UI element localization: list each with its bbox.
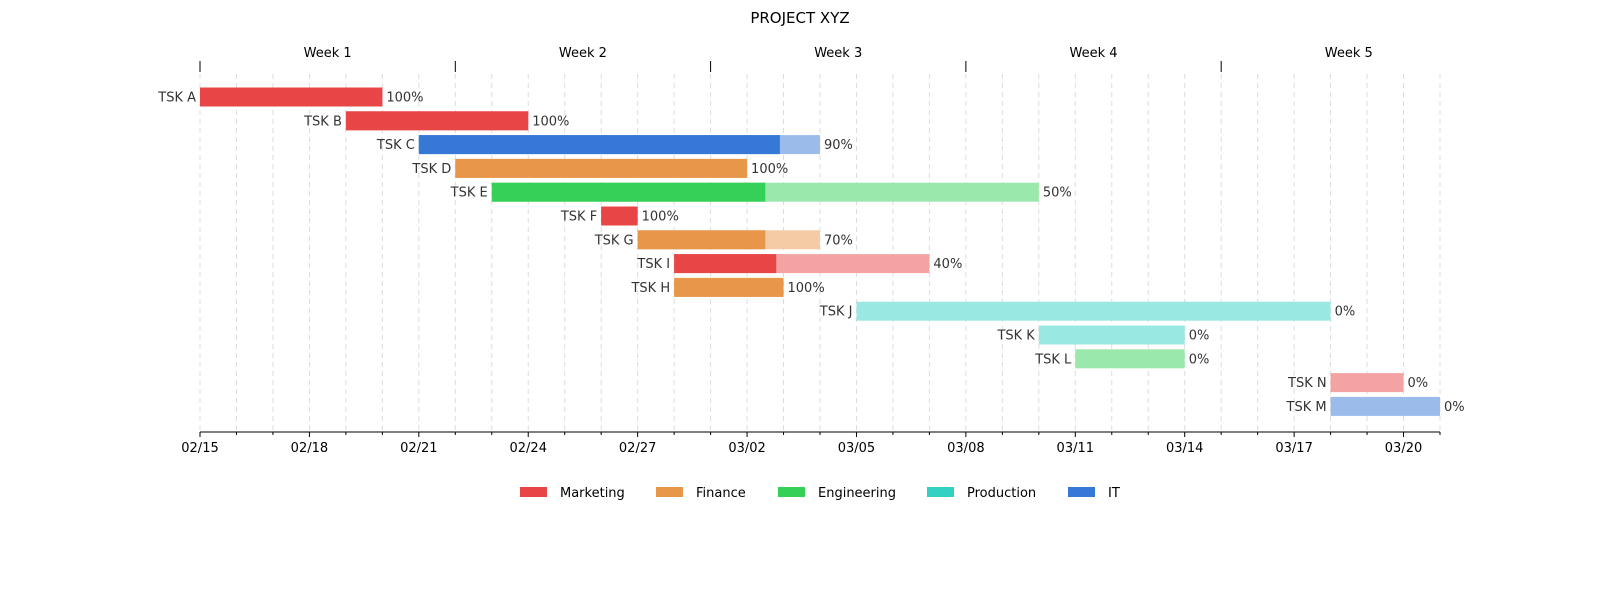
task-row: TSK K 0% (996, 325, 1210, 345)
task-bar-completed (200, 87, 383, 107)
legend-item: Engineering (778, 486, 896, 501)
x-tick-label: 03/08 (947, 441, 984, 456)
task-name-label: TSK N (1287, 376, 1327, 391)
legend-label: Marketing (560, 486, 625, 501)
task-bar-completed (674, 254, 777, 274)
task-bar-completed (674, 277, 784, 297)
week-label: Week 3 (814, 46, 862, 61)
task-row: TSK L 0% (1034, 349, 1210, 369)
task-name-label: TSK A (157, 91, 196, 106)
task-row: TSK M 0% (1286, 396, 1465, 416)
x-tick-label: 02/24 (510, 441, 547, 456)
task-bar-completed (601, 206, 638, 226)
x-tick-label: 03/20 (1385, 441, 1422, 456)
task-row: TSK B 100% (303, 111, 569, 131)
task-name-label: TSK J (819, 305, 853, 320)
task-bar-remaining (1330, 396, 1440, 416)
legend-item: Marketing (520, 486, 625, 501)
x-tick-label: 03/02 (728, 441, 765, 456)
legend-swatch (778, 487, 805, 497)
task-name-label: TSK B (303, 114, 342, 129)
week-label: Week 2 (559, 46, 607, 61)
task-completion-label: 100% (751, 162, 788, 177)
legend-swatch (520, 487, 547, 497)
task-name-label: TSK C (376, 138, 415, 153)
task-name-label: TSK H (630, 281, 670, 296)
task-bar-completed (491, 182, 766, 202)
date-axis: 02/15 02/18 02/21 02/24 02/27 03/02 03/05 03/08… (181, 431, 1441, 456)
task-name-label: TSK D (411, 162, 451, 177)
task-name-label: TSK F (560, 210, 597, 225)
x-tick-label: 03/11 (1057, 441, 1094, 456)
task-completion-label: 0% (1335, 305, 1356, 320)
task-row: TSK N 0% (1287, 373, 1429, 393)
x-tick-label: 03/05 (838, 441, 875, 456)
week-label: Week 5 (1325, 46, 1373, 61)
task-row: TSK C 90% (376, 135, 853, 155)
task-completion-label: 70% (824, 233, 853, 248)
task-bar-completed (345, 111, 529, 131)
task-bar-completed (455, 158, 748, 178)
legend-label: Finance (696, 486, 746, 501)
task-bars: TSK A 100% TSK B 100% TSK C 90% TSK D 100% TSK E… (157, 87, 1465, 416)
x-tick-label: 03/14 (1166, 441, 1203, 456)
task-row: TSK I 40% (636, 254, 962, 274)
chart-title: PROJECT XYZ (750, 9, 849, 27)
legend-swatch (927, 487, 954, 497)
task-completion-label: 100% (386, 91, 423, 106)
task-name-label: TSK E (450, 186, 488, 201)
task-bar-remaining (1330, 373, 1404, 393)
legend-item: Production (927, 486, 1036, 501)
task-row: TSK A 100% (157, 87, 424, 107)
task-name-label: TSK K (996, 329, 1035, 344)
legend-label: IT (1108, 486, 1120, 501)
x-tick-label: 02/21 (400, 441, 437, 456)
task-completion-label: 100% (788, 281, 825, 296)
task-name-label: TSK G (594, 233, 634, 248)
x-tick-label: 02/15 (181, 441, 218, 456)
legend-item: Finance (656, 486, 746, 501)
task-name-label: TSK M (1286, 400, 1327, 415)
x-tick-label: 03/17 (1275, 441, 1312, 456)
task-completion-label: 0% (1408, 376, 1429, 391)
task-bar-completed (418, 135, 780, 155)
week-label: Week 4 (1070, 46, 1118, 61)
task-row: TSK F 100% (560, 206, 679, 226)
task-bar-remaining (1075, 349, 1185, 369)
task-name-label: TSK L (1034, 352, 1072, 367)
task-bar-remaining (856, 301, 1331, 321)
legend-swatch (1068, 487, 1095, 497)
task-completion-label: 90% (824, 138, 853, 153)
task-completion-label: 100% (642, 210, 679, 225)
task-row: TSK H 100% (630, 277, 825, 297)
legend-label: Production (967, 486, 1036, 501)
task-row: TSK E 50% (450, 182, 1072, 202)
task-name-label: TSK I (636, 257, 670, 272)
week-axis: Week 1 Week 2 Week 3 Week 4 Week 5 (199, 46, 1373, 72)
task-completion-label: 0% (1189, 329, 1210, 344)
task-row: TSK D 100% (411, 158, 788, 178)
legend-swatch (656, 487, 683, 497)
week-label: Week 1 (304, 46, 352, 61)
grid (199, 74, 1441, 432)
task-bar-completed (637, 230, 766, 250)
task-row: TSK G 70% (594, 230, 853, 250)
task-completion-label: 0% (1189, 352, 1210, 367)
legend-label: Engineering (818, 486, 896, 501)
task-bar-remaining (1038, 325, 1185, 345)
task-row: TSK J 0% (819, 301, 1356, 321)
task-completion-label: 0% (1444, 400, 1465, 415)
x-tick-label: 02/27 (619, 441, 656, 456)
task-completion-label: 50% (1043, 186, 1072, 201)
x-tick-label: 02/18 (291, 441, 328, 456)
legend: Marketing Finance Engineering Production IT (520, 486, 1120, 501)
legend-item: IT (1068, 486, 1120, 501)
task-completion-label: 100% (532, 114, 569, 129)
task-completion-label: 40% (933, 257, 962, 272)
